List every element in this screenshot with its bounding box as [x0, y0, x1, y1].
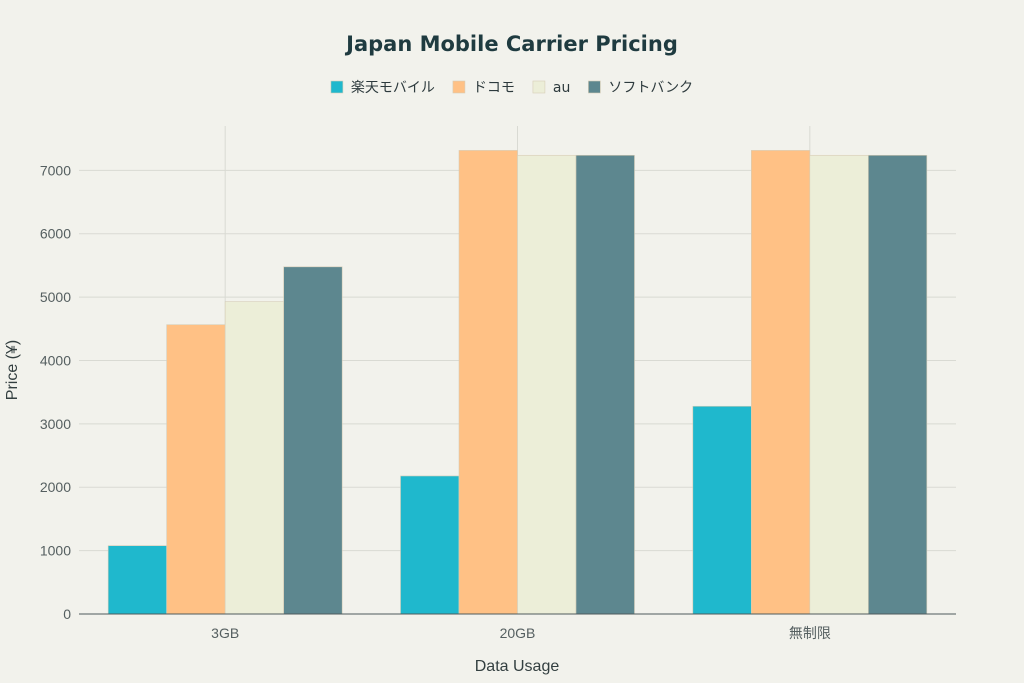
axes: 0 1000 2000 3000 4000 5000 6000 7000 3GB 20GB 無制限	[40, 162, 956, 641]
bar	[517, 154, 577, 615]
legend-swatch	[452, 80, 466, 94]
y-axis-title: Price (¥)	[4, 340, 21, 400]
y-tick-label: 0	[63, 606, 71, 622]
bar	[224, 301, 284, 615]
x-tick-label: 無制限	[789, 625, 831, 641]
bar	[283, 266, 343, 615]
legend-swatch	[330, 80, 344, 94]
y-tick-label: 7000	[40, 162, 71, 178]
bar	[809, 154, 869, 615]
x-axis-title: Data Usage	[475, 658, 560, 675]
bar	[868, 154, 928, 615]
chart-title: Japan Mobile Carrier Pricing	[344, 32, 678, 56]
legend-label: ソフトバンク	[608, 80, 693, 96]
y-tick-label: 4000	[40, 352, 71, 368]
bar	[107, 545, 167, 615]
bars	[107, 150, 928, 615]
legend-swatch	[532, 80, 546, 94]
legend-label: au	[553, 80, 570, 96]
bar	[575, 154, 635, 615]
legend-label: ドコモ	[473, 80, 515, 96]
bar	[692, 405, 752, 615]
y-tick-label: 2000	[40, 479, 71, 495]
bar	[751, 150, 811, 615]
bar	[166, 324, 226, 615]
bar	[400, 475, 460, 615]
y-tick-label: 6000	[40, 226, 71, 242]
y-tick-label: 5000	[40, 289, 71, 305]
legend-swatch	[588, 80, 601, 94]
x-tick-label: 20GB	[500, 625, 536, 641]
y-tick-label: 1000	[40, 543, 71, 559]
bar	[458, 150, 518, 615]
legend-label: 楽天モバイル	[351, 80, 435, 96]
y-tick-label: 3000	[40, 416, 71, 432]
x-tick-label: 3GB	[211, 625, 239, 641]
legend: 楽天モバイル ドコモ au ソフトバンク	[330, 80, 693, 96]
